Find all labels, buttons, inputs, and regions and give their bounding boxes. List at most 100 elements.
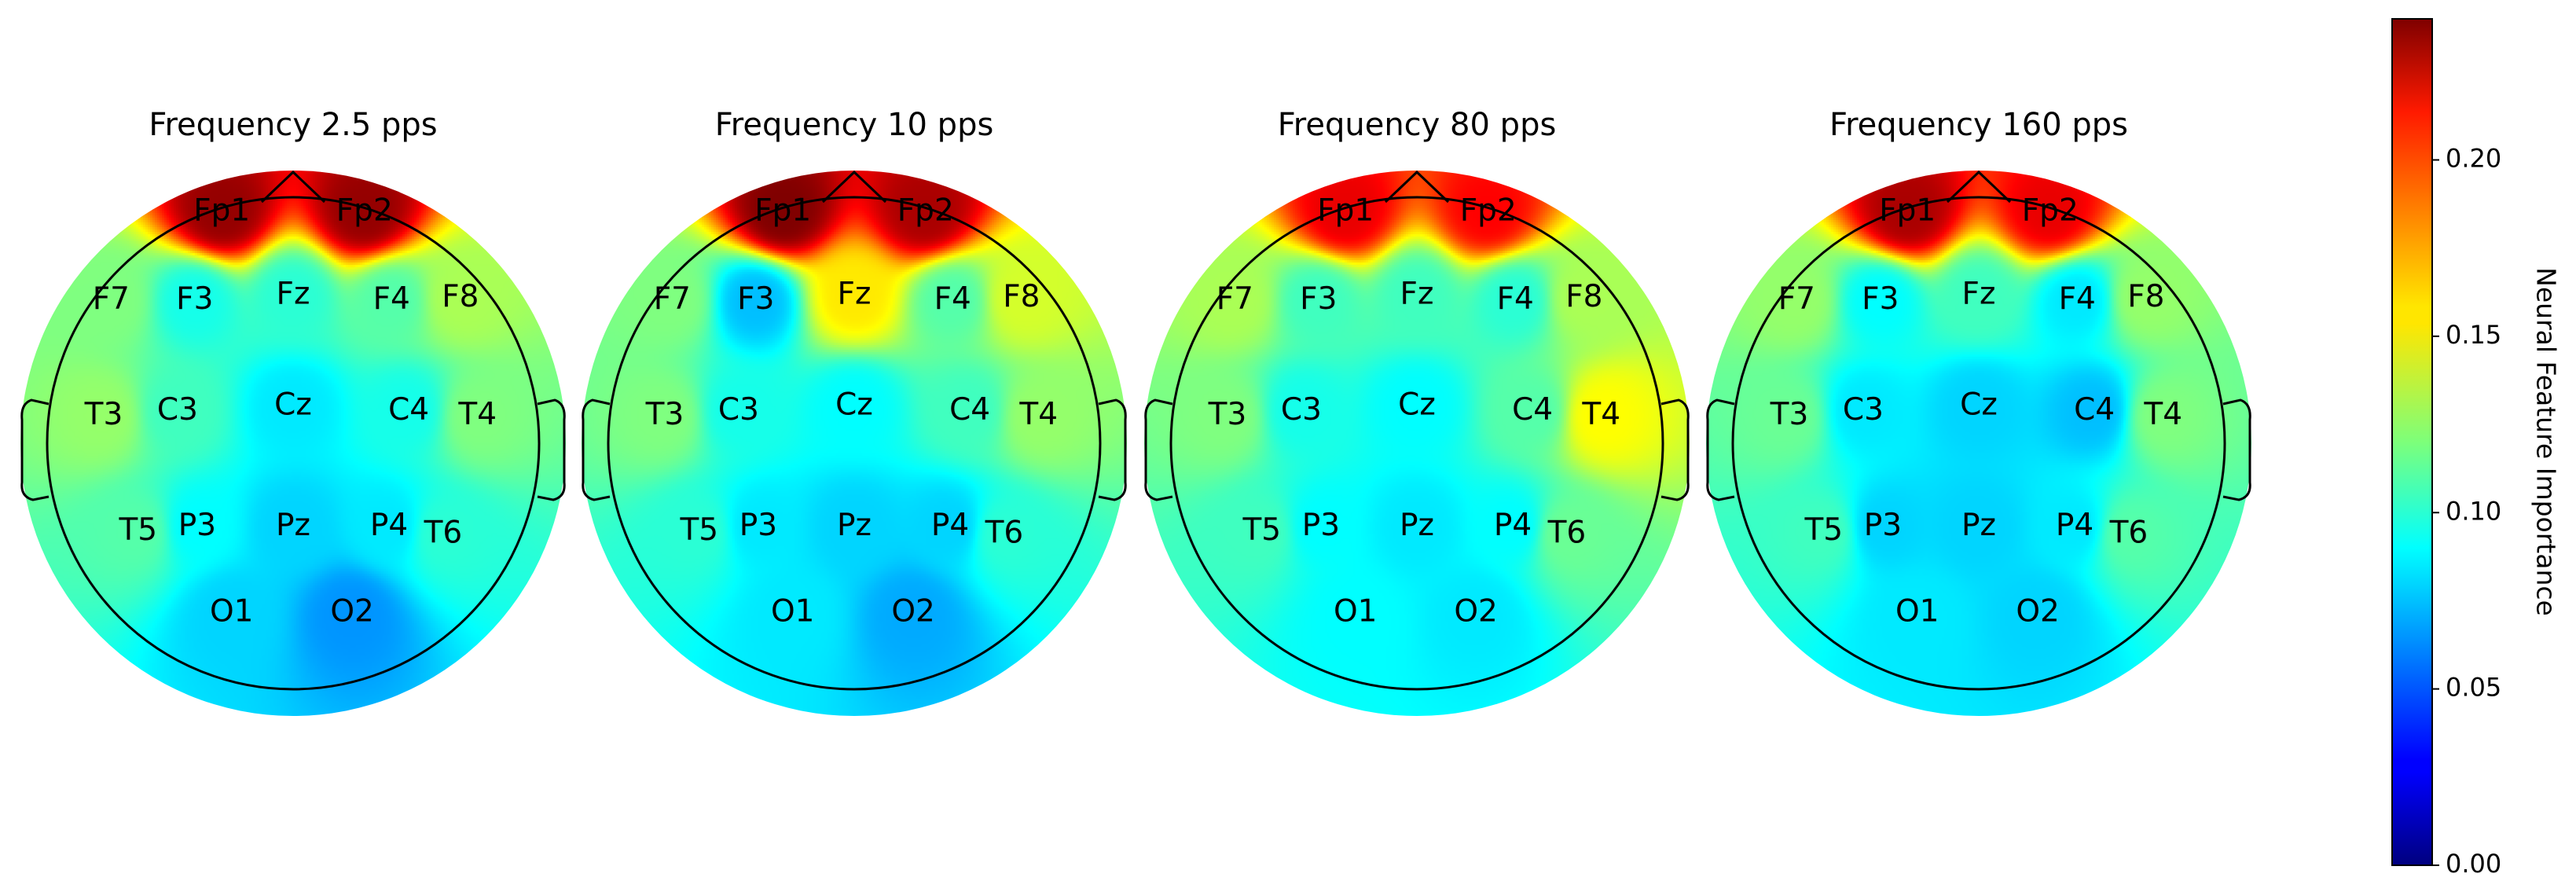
colorbar-tick-label: 0.20: [2446, 144, 2501, 174]
topomap-title: Frequency 10 pps: [715, 107, 994, 143]
electrode-label-fp1: Fp1: [1317, 193, 1374, 228]
electrode-label-o2: O2: [2016, 593, 2060, 629]
electrode-label-f3: F3: [1862, 281, 1899, 317]
electrode-label-c4: C4: [949, 392, 990, 428]
electrode-label-cz: Cz: [274, 387, 312, 423]
topomap-2: Frequency 10 pps Fp1 Fp2 F7 F3 Fz F4 F8 T3 C3 Cz C4…: [582, 107, 1127, 716]
electrode-label-o1: O1: [1334, 593, 1378, 629]
electrode-label-fp2: Fp2: [1460, 193, 1517, 228]
electrode-label-fp2: Fp2: [897, 193, 954, 228]
electrode-label-f7: F7: [1778, 281, 1815, 317]
topomap-title: Frequency 80 pps: [1278, 107, 1557, 143]
electrode-label-o2: O2: [891, 593, 935, 629]
nose-outline: [1384, 170, 1450, 204]
electrode-label-p4: P4: [931, 508, 969, 543]
head-outline: [607, 196, 1102, 691]
electrode-label-fp1: Fp1: [1879, 193, 1936, 228]
electrode-label-f3: F3: [176, 281, 213, 317]
electrode-label-cz: Cz: [1398, 387, 1436, 423]
electrode-label-o1: O1: [210, 593, 254, 629]
electrode-label-f4: F4: [1497, 281, 1534, 317]
electrode-label-p3: P3: [1302, 508, 1340, 543]
topomap-3: Frequency 80 pps Fp1 Fp2 F7 F3 Fz F4 F8 T3 C3 Cz C4…: [1144, 107, 1690, 716]
electrode-label-f4: F4: [373, 281, 410, 317]
electrode-label-t5: T5: [679, 512, 718, 548]
electrode-label-f8: F8: [442, 279, 479, 314]
colorbar: 0.00 0.05 0.10 0.15 0.20 Neural Feature Impo…: [2391, 18, 2562, 879]
electrode-label-pz: Pz: [837, 508, 872, 543]
electrode-label-f7: F7: [93, 281, 130, 317]
electrode-label-c4: C4: [1512, 392, 1553, 428]
electrode-label-fz: Fz: [1962, 277, 1996, 312]
colorbar-label: Neural Feature Importance: [2531, 267, 2562, 616]
head-outline: [1731, 196, 2226, 691]
left-ear-outline: [1706, 398, 1735, 501]
head-outline: [1169, 196, 1664, 691]
electrode-label-p4: P4: [1494, 508, 1532, 543]
electrode-label-c3: C3: [1281, 392, 1322, 428]
topomap-4: Frequency 160 pps Fp1 Fp2 F7 F3 Fz F4 F8 T3 C3 Cz C…: [1706, 107, 2251, 716]
electrode-label-c3: C3: [718, 392, 759, 428]
electrode-label-t3: T3: [1208, 397, 1247, 432]
electrode-label-pz: Pz: [276, 508, 310, 543]
right-ear-outline: [1098, 398, 1127, 501]
electrode-label-fp1: Fp1: [754, 193, 811, 228]
left-ear-outline: [1144, 398, 1173, 501]
electrode-label-cz: Cz: [1960, 387, 1998, 423]
electrode-label-fz: Fz: [277, 277, 310, 312]
electrode-label-t4: T4: [2143, 397, 2182, 432]
electrode-label-t5: T5: [1242, 512, 1281, 548]
electrode-label-fz: Fz: [1400, 277, 1434, 312]
electrode-label-pz: Pz: [1400, 508, 1434, 543]
electrode-label-f8: F8: [1565, 279, 1602, 314]
electrode-label-o1: O1: [771, 593, 815, 629]
nose-outline: [821, 170, 887, 204]
left-ear-outline: [20, 398, 50, 501]
electrode-label-c3: C3: [157, 392, 198, 428]
nose-outline: [1946, 170, 2012, 204]
head-outline: [46, 196, 541, 691]
electrode-label-p3: P3: [178, 508, 216, 543]
electrode-label-t5: T5: [118, 512, 157, 548]
electrode-label-fp2: Fp2: [336, 193, 393, 228]
electrode-label-t3: T3: [645, 397, 684, 432]
electrode-label-o2: O2: [1454, 593, 1498, 629]
topomap-heat: [1706, 171, 2251, 716]
electrode-label-o2: O2: [330, 593, 374, 629]
electrode-label-f7: F7: [654, 281, 691, 317]
topomap-heat: [20, 171, 566, 716]
colorbar-tick-label: 0.00: [2446, 849, 2501, 879]
colorbar-ticks: 0.00 0.05 0.10 0.15 0.20: [2432, 144, 2501, 879]
electrode-label-o1: O1: [1895, 593, 1939, 629]
electrode-label-p3: P3: [1864, 508, 1902, 543]
electrode-label-f3: F3: [737, 281, 774, 317]
electrode-label-p3: P3: [739, 508, 777, 543]
nose-outline: [260, 170, 326, 204]
left-ear-outline: [582, 398, 611, 501]
right-ear-outline: [537, 398, 566, 501]
electrode-label-f3: F3: [1300, 281, 1337, 317]
electrode-label-f7: F7: [1216, 281, 1253, 317]
electrode-label-f8: F8: [2127, 279, 2164, 314]
electrode-label-pz: Pz: [1961, 508, 1996, 543]
colorbar-gradient: [2391, 18, 2433, 866]
electrode-label-t6: T6: [2109, 515, 2149, 550]
right-ear-outline: [2222, 398, 2251, 501]
topomaps: Frequency 2.5 pps Fp1 Fp2 F7 F3 Fz F4 F8 T3 C3 Cz C…: [20, 107, 2251, 716]
electrode-label-t6: T6: [1547, 515, 1587, 550]
electrode-label-cz: Cz: [835, 387, 873, 423]
electrode-label-fz: Fz: [838, 277, 872, 312]
colorbar-tick-label: 0.05: [2446, 673, 2501, 703]
electrode-label-fp2: Fp2: [2022, 193, 2079, 228]
electrode-label-t6: T6: [424, 515, 463, 550]
electrode-label-t4: T4: [1581, 397, 1620, 432]
electrode-label-t3: T3: [1770, 397, 1809, 432]
electrode-label-f4: F4: [2059, 281, 2096, 317]
topomap-title: Frequency 160 pps: [1829, 107, 2128, 143]
colorbar-tick-label: 0.10: [2446, 496, 2501, 526]
electrode-label-c4: C4: [2074, 392, 2115, 428]
electrode-label-p4: P4: [370, 508, 408, 543]
right-ear-outline: [1660, 398, 1690, 501]
electrode-label-c4: C4: [388, 392, 429, 428]
